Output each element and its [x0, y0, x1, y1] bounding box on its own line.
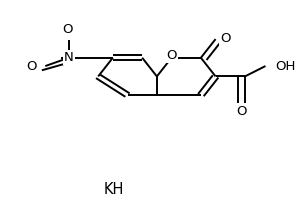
- Text: O: O: [220, 32, 231, 45]
- Text: O: O: [237, 105, 247, 118]
- Text: O: O: [26, 60, 37, 73]
- Text: N: N: [64, 51, 74, 64]
- Text: O: O: [62, 23, 73, 36]
- Text: OH: OH: [276, 60, 296, 73]
- Text: KH: KH: [104, 182, 125, 197]
- Text: O: O: [166, 49, 177, 62]
